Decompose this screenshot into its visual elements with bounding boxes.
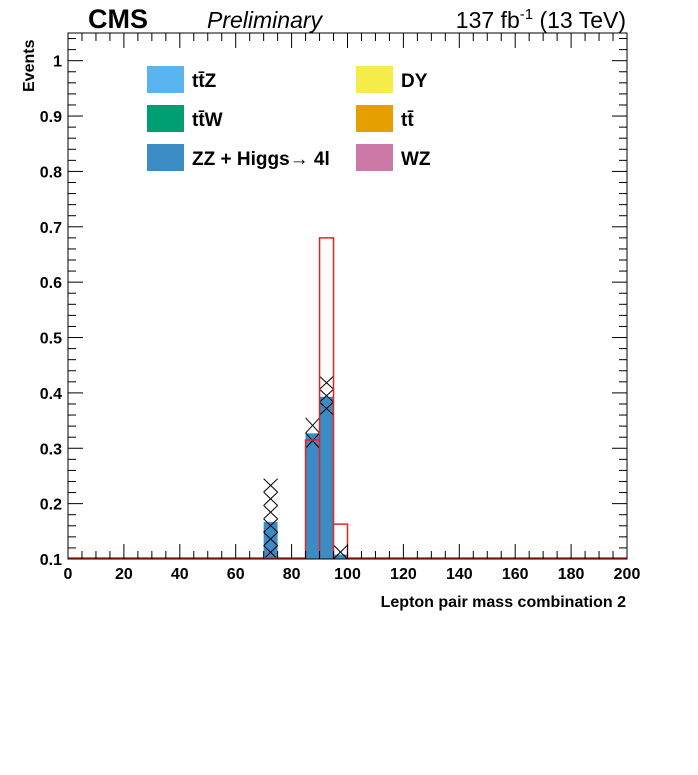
y-tick-label: 1 bbox=[53, 54, 62, 71]
x-tick-label: 0 bbox=[64, 566, 73, 583]
y-tick-label: 0.1 bbox=[40, 552, 62, 569]
axis-ticks: 0 20 40 60 80 100 120 140 160 180 200 0.1 0.2 0.3 0.4 0… bbox=[40, 33, 641, 583]
y-tick-label: 0.9 bbox=[40, 109, 62, 126]
x-tick-label: 160 bbox=[502, 566, 529, 583]
x-tick-label: 80 bbox=[283, 566, 301, 583]
lumi-exponent: -1 bbox=[520, 6, 533, 23]
legend-label: WZ bbox=[401, 149, 431, 170]
uncertainty-band bbox=[319, 375, 334, 416]
cms-label: CMS bbox=[88, 4, 148, 34]
legend-swatch bbox=[356, 105, 393, 132]
legend-swatch bbox=[147, 66, 184, 93]
x-axis-title: Lepton pair mass combination 2 bbox=[381, 594, 626, 611]
legend-swatch bbox=[356, 66, 393, 93]
stack-bar bbox=[305, 433, 320, 559]
legend-swatch bbox=[147, 144, 184, 171]
legend-label: tt̄Z bbox=[192, 71, 217, 92]
y-tick-label: 0.5 bbox=[40, 331, 62, 348]
x-tick-label: 180 bbox=[558, 566, 585, 583]
x-tick-label: 140 bbox=[446, 566, 473, 583]
y-tick-label: 0.4 bbox=[40, 386, 62, 403]
uncertainty-band bbox=[263, 478, 278, 560]
legend-swatch bbox=[147, 105, 184, 132]
legend-entry: DY bbox=[356, 66, 428, 93]
x-tick-label: 60 bbox=[227, 566, 245, 583]
legend-entry: tt̄W bbox=[147, 105, 223, 132]
uncertainty-hatch bbox=[263, 375, 348, 560]
y-tick-label: 0.7 bbox=[40, 220, 62, 237]
stack-bar bbox=[333, 554, 348, 559]
x-tick-label: 100 bbox=[334, 566, 361, 583]
signal-line bbox=[68, 237, 627, 559]
x-tick-label: 200 bbox=[614, 566, 641, 583]
legend-label: ZZ + Higgs→ 4l bbox=[192, 149, 330, 170]
x-tick-label: 40 bbox=[171, 566, 189, 583]
legend-entry: tt̄Z bbox=[147, 66, 217, 93]
y-tick-label: 0.8 bbox=[40, 164, 62, 181]
lumi-label: 137 fb-1 (13 TeV) bbox=[456, 6, 626, 33]
preliminary-label: Preliminary bbox=[207, 7, 324, 33]
legend: tt̄Z DY tt̄W tt̄ ZZ + Higgs→ 4l WZ bbox=[147, 66, 431, 171]
uncertainty-band bbox=[333, 544, 348, 560]
legend-label: tt̄W bbox=[192, 110, 223, 131]
lumi-value: 137 fb bbox=[456, 7, 520, 33]
lumi-energy: (13 TeV) bbox=[533, 7, 626, 33]
legend-label: DY bbox=[401, 71, 428, 92]
y-tick-label: 0.3 bbox=[40, 441, 62, 458]
x-tick-label: 20 bbox=[115, 566, 133, 583]
legend-swatch bbox=[356, 144, 393, 171]
legend-entry: tt̄ bbox=[356, 105, 414, 132]
legend-entry: ZZ + Higgs→ 4l bbox=[147, 144, 330, 171]
x-tick-label: 120 bbox=[390, 566, 417, 583]
y-tick-label: 0.2 bbox=[40, 497, 62, 514]
stack-bar bbox=[263, 521, 278, 559]
y-axis-title: Events bbox=[21, 39, 38, 92]
stack-bar bbox=[319, 396, 334, 559]
signal-histogram bbox=[68, 237, 627, 559]
legend-label: tt̄ bbox=[401, 110, 414, 131]
y-tick-label: 0.6 bbox=[40, 275, 62, 292]
legend-entry: WZ bbox=[356, 144, 431, 171]
stack-bars bbox=[263, 396, 348, 559]
